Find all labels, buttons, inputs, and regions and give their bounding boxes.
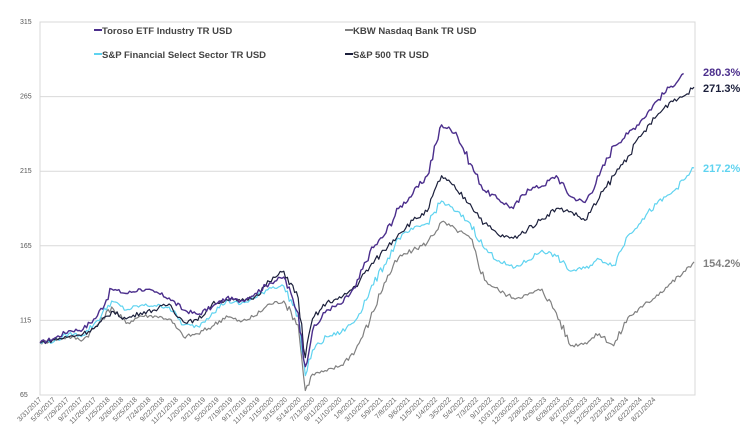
gridlines	[40, 21, 695, 396]
end-labels: 280.3% 271.3% 217.2% 154.2%	[703, 67, 741, 270]
legend: Toroso ETF Industry TR USD KBW Nasdaq Ba…	[94, 26, 477, 61]
end-label-sp-financial: 217.2%	[703, 163, 741, 175]
series-lines	[39, 72, 695, 392]
legend-item-kbw[interactable]: KBW Nasdaq Bank TR USD	[345, 26, 477, 37]
legend-item-toroso[interactable]: Toroso ETF Industry TR USD	[94, 26, 232, 37]
legend-label-sp500: S&P 500 TR USD	[353, 50, 429, 61]
y-tick-label: 215	[20, 168, 32, 175]
x-axis-ticks: 3/31/20175/30/20177/29/20179/27/201711/2…	[16, 396, 657, 426]
y-tick-label: 165	[20, 243, 32, 250]
end-label-toroso: 280.3%	[703, 67, 741, 79]
legend-label-kbw: KBW Nasdaq Bank TR USD	[353, 26, 477, 37]
end-label-sp500: 271.3%	[703, 83, 741, 95]
y-tick-label: 265	[20, 94, 32, 101]
series-line-toroso-etf-industry-tr-usd	[39, 72, 684, 368]
y-tick-label: 115	[20, 317, 31, 324]
series-line-kbw-nasdaq-bank-tr-usd	[39, 220, 695, 392]
y-axis-ticks: 65 115 165 215 265 315	[20, 19, 32, 399]
plot-frame	[39, 21, 696, 396]
legend-label-toroso: Toroso ETF Industry TR USD	[102, 26, 232, 37]
series-line-s-p-500-tr-usd	[39, 86, 695, 359]
legend-label-sp-financial: S&P Financial Select Sector TR USD	[102, 50, 266, 61]
end-label-kbw: 154.2%	[703, 258, 741, 270]
legend-item-sp-financial[interactable]: S&P Financial Select Sector TR USD	[94, 50, 266, 61]
legend-item-sp500[interactable]: S&P 500 TR USD	[345, 50, 429, 61]
y-tick-label: 65	[20, 392, 28, 399]
y-tick-label: 315	[20, 19, 32, 26]
series-line-s-p-financial-select-sector-tr-usd	[39, 167, 695, 377]
